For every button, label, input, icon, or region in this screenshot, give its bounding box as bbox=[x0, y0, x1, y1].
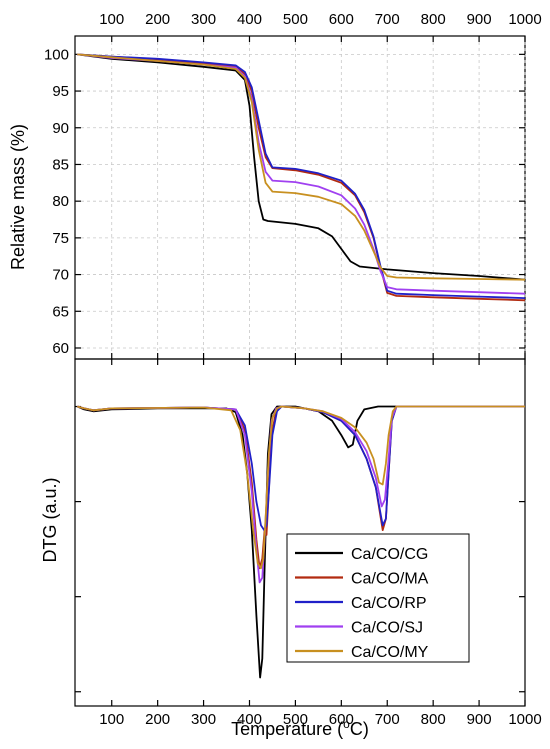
top-y-tick-label: 100 bbox=[44, 46, 69, 63]
top-x-tick-label: 900 bbox=[467, 11, 492, 28]
top-y-axis-title: Relative mass (%) bbox=[8, 124, 28, 270]
top-y-tick-label: 95 bbox=[52, 83, 69, 100]
bottom-x-tick-label: 400 bbox=[237, 711, 262, 728]
top-panel-ticks bbox=[75, 36, 526, 359]
bottom-x-tick-label: 800 bbox=[421, 711, 446, 728]
bottom-series-rp bbox=[77, 405, 525, 531]
legend-label: Ca/CO/MA bbox=[351, 571, 429, 588]
legend-label: Ca/CO/RP bbox=[351, 595, 427, 612]
top-axis-tick-labels: 100 200 300 400 500 600 700 800 900 1000 bbox=[99, 11, 541, 28]
top-y-tick-label: 65 bbox=[52, 303, 69, 320]
top-x-tick-label: 300 bbox=[191, 11, 216, 28]
top-y-tick-label: 70 bbox=[52, 267, 69, 284]
top-series-ma bbox=[77, 53, 526, 302]
bottom-x-tick-label: 1000 bbox=[508, 711, 541, 728]
top-x-tick-label: 700 bbox=[375, 11, 400, 28]
bottom-x-tick-label: 500 bbox=[283, 711, 308, 728]
bottom-x-tick-label: 300 bbox=[191, 711, 216, 728]
top-x-tick-label: 1000 bbox=[508, 11, 541, 28]
legend-label: Ca/CO/MY bbox=[351, 644, 429, 661]
top-panel-series bbox=[77, 53, 526, 302]
top-panel-frame bbox=[74, 35, 526, 360]
bottom-x-tick-label: 600 bbox=[329, 711, 354, 728]
top-panel-grid bbox=[75, 36, 526, 359]
legend-box bbox=[286, 533, 470, 663]
top-x-tick-label: 200 bbox=[145, 11, 170, 28]
top-series-sj bbox=[77, 53, 526, 295]
top-x-tick-label: 600 bbox=[329, 11, 354, 28]
bottom-x-tick-label: 100 bbox=[99, 711, 124, 728]
bottom-panel-series bbox=[76, 405, 525, 679]
top-y-tick-label: 90 bbox=[52, 120, 69, 137]
top-y-tick-label: 80 bbox=[52, 193, 69, 210]
bottom-series-my bbox=[77, 405, 525, 570]
bottom-y-axis-title: DTG (a.u.) bbox=[40, 477, 60, 562]
top-x-tick-label: 400 bbox=[237, 11, 262, 28]
bottom-panel-frame bbox=[74, 358, 526, 707]
legend-label: Ca/CO/SJ bbox=[351, 620, 423, 637]
top-y-tick-label: 85 bbox=[52, 156, 69, 173]
top-series-cg bbox=[77, 53, 526, 281]
top-x-tick-label: 800 bbox=[421, 11, 446, 28]
top-x-tick-label: 500 bbox=[283, 11, 308, 28]
legend-label: Ca/CO/CG bbox=[351, 546, 428, 563]
top-y-tick-label: 75 bbox=[52, 230, 69, 247]
top-series-rp bbox=[77, 53, 526, 299]
top-series-my bbox=[77, 53, 526, 281]
bottom-x-tick-label: 200 bbox=[145, 711, 170, 728]
legend: Ca/CO/CG Ca/CO/MA Ca/CO/RP Ca/CO/SJ Ca/CO/MY bbox=[286, 533, 470, 663]
bottom-x-tick-label: 900 bbox=[467, 711, 492, 728]
top-panel-y-tick-labels: 60 65 70 75 80 85 90 95 100 bbox=[44, 46, 69, 357]
top-x-tick-label: 100 bbox=[99, 11, 124, 28]
x-axis-title: Temperature (oC) bbox=[231, 717, 369, 739]
top-y-tick-label: 60 bbox=[52, 340, 69, 357]
bottom-x-tick-labels: 100 200 300 400 500 600 700 800 900 1000 bbox=[99, 711, 541, 728]
bottom-x-tick-label: 700 bbox=[375, 711, 400, 728]
